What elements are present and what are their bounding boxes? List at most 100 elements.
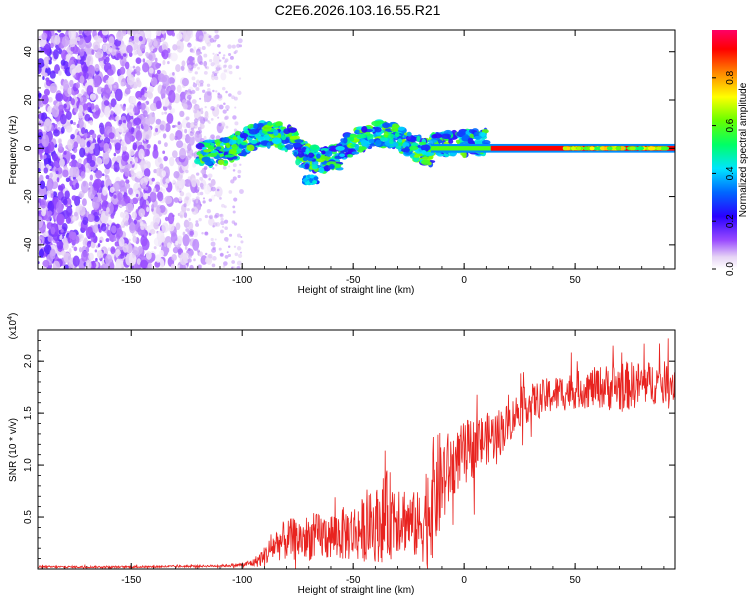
noise-blob [87, 78, 94, 86]
noise-blob [136, 193, 139, 198]
noise-blob [197, 66, 201, 70]
signal-blob [305, 156, 315, 161]
noise-blob [129, 199, 133, 204]
noise-blob [192, 60, 196, 63]
noise-blob [93, 143, 101, 157]
noise-blob [38, 131, 44, 140]
noise-blob [93, 215, 100, 223]
noise-blob [179, 110, 185, 118]
noise-blob [187, 176, 192, 181]
bottom-x-tick-label: -100 [232, 575, 252, 586]
noise-blob [65, 125, 73, 133]
noise-blob [117, 47, 120, 51]
noise-blob [156, 230, 165, 242]
noise-blob [196, 172, 200, 176]
signal-blob [461, 151, 467, 159]
noise-blob [171, 254, 177, 261]
signal-blob [254, 132, 261, 139]
noise-blob [95, 170, 103, 179]
noise-blob [191, 76, 196, 81]
noise-blob [131, 197, 139, 205]
noise-blob [65, 111, 72, 120]
noise-blob [63, 103, 67, 109]
noise-blob [38, 47, 41, 51]
noise-blob [214, 163, 218, 167]
signal-blob [224, 154, 235, 158]
bottom-x-axis-label: Height of straight line (km) [298, 585, 415, 596]
top-x-tick-label: -100 [232, 275, 252, 286]
noise-blob [89, 174, 94, 181]
noise-blob [155, 127, 159, 133]
noise-blob [195, 51, 201, 57]
noise-blob [122, 132, 126, 137]
signal-blob [297, 148, 302, 153]
noise-blob [222, 64, 227, 69]
noise-blob [191, 177, 197, 188]
noise-blob [162, 150, 166, 155]
noise-blob [121, 145, 128, 152]
noise-blob [47, 105, 53, 114]
signal-blob [474, 135, 482, 140]
signal-blob [360, 133, 367, 139]
noise-blob [237, 38, 243, 44]
noise-blob [175, 240, 179, 246]
noise-blob [45, 56, 50, 61]
top-x-axis-label: Height of straight line (km) [298, 285, 415, 296]
noise-blob [192, 230, 199, 238]
carrier-blob [576, 146, 582, 151]
noise-blob [177, 235, 183, 245]
noise-blob [84, 132, 88, 138]
noise-blob [62, 169, 69, 178]
noise-blob [207, 91, 212, 96]
noise-blob [237, 169, 242, 174]
noise-blob [152, 148, 159, 159]
noise-blob [180, 65, 185, 71]
noise-blob [236, 265, 241, 269]
noise-blob [66, 205, 73, 217]
noise-blob [109, 186, 115, 193]
noise-blob [188, 254, 193, 259]
noise-blob [141, 182, 147, 189]
noise-blob [114, 103, 122, 116]
noise-blob [168, 105, 172, 110]
noise-blob [106, 206, 110, 213]
noise-blob [53, 49, 59, 60]
noise-blob [170, 52, 178, 62]
noise-blob [88, 252, 94, 261]
noise-blob [198, 38, 203, 43]
noise-blob [130, 127, 135, 133]
noise-blob [217, 116, 220, 119]
signal-blob [354, 143, 360, 151]
noise-blob [121, 61, 125, 67]
noise-blob [94, 157, 103, 166]
signal-blob [418, 141, 427, 146]
noise-blob [147, 91, 154, 99]
noise-blob [135, 57, 142, 65]
noise-blob [38, 145, 43, 155]
signal-blob [217, 159, 225, 166]
noise-blob [103, 59, 107, 65]
noise-blob [114, 167, 118, 171]
noise-blob [208, 177, 211, 181]
top-x-tick-label: -150 [121, 275, 141, 286]
signal-blob [246, 144, 255, 152]
signal-blob [354, 129, 360, 134]
noise-blob [110, 165, 115, 169]
top-y-tick-label: -40 [23, 237, 34, 252]
noise-blob [144, 92, 149, 98]
noise-blob [187, 64, 192, 69]
noise-blob [60, 228, 64, 233]
signal-blob [340, 138, 345, 143]
colorbar-gradient [712, 30, 737, 269]
noise-blob [113, 84, 117, 89]
noise-blob [216, 104, 220, 108]
noise-blob [236, 246, 242, 251]
noise-blob [150, 228, 156, 235]
noise-blob [38, 92, 42, 98]
signal-blob [284, 143, 294, 150]
noise-blob [99, 126, 105, 135]
noise-blob [220, 72, 227, 81]
noise-blob [214, 30, 219, 34]
signal-blob [267, 121, 273, 127]
noise-blob [195, 37, 200, 42]
